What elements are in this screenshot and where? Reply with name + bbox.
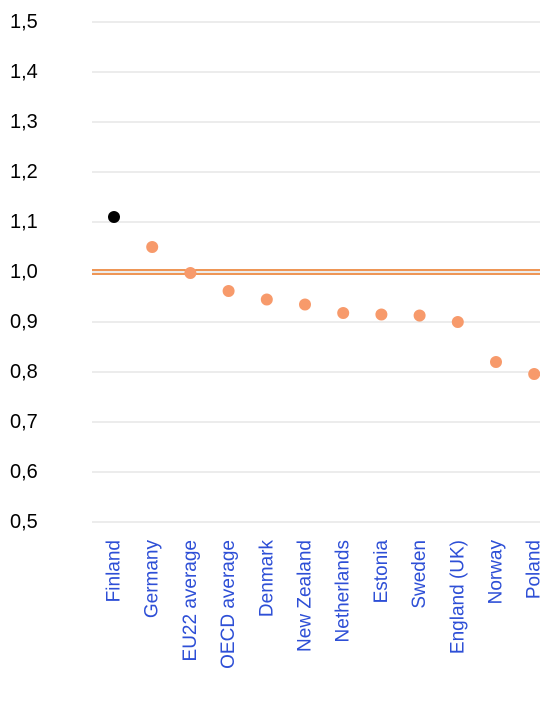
gridlines (92, 22, 540, 522)
y-tick-label: 0,5 (10, 511, 38, 533)
data-points (108, 211, 540, 380)
x-category-label: England (UK) (447, 540, 468, 654)
x-category-label: Norway (486, 540, 507, 605)
data-point (375, 309, 387, 321)
x-category-label: EU22 average (180, 540, 201, 661)
data-point (528, 368, 540, 380)
data-point (146, 241, 158, 253)
data-point (490, 356, 502, 368)
y-tick-label: 1,0 (10, 261, 38, 283)
x-category-label: Finland (104, 540, 125, 602)
data-point (261, 294, 273, 306)
x-category-label: Germany (142, 540, 163, 619)
data-point (414, 310, 426, 322)
y-tick-label: 1,3 (10, 111, 38, 133)
y-tick-label: 1,1 (10, 211, 38, 233)
x-axis-category-labels: Finland Germany EU22 average OECD average De… (104, 540, 540, 669)
data-point (452, 316, 464, 328)
y-axis-tick-labels: 0,5 0,6 0,7 0,8 0,9 1,0 1,1 1,2 1,3 1,4 1,5 (10, 11, 38, 533)
data-point (299, 299, 311, 311)
x-category-label: New Zealand (295, 540, 316, 652)
y-tick-label: 0,9 (10, 311, 38, 333)
x-category-label: Netherlands (333, 540, 354, 642)
data-point (337, 307, 349, 319)
y-tick-label: 1,4 (10, 61, 38, 83)
x-category-label: Poland (524, 540, 540, 599)
data-point (223, 285, 235, 297)
y-tick-label: 0,7 (10, 411, 38, 433)
y-tick-label: 0,6 (10, 461, 38, 483)
x-category-label: Estonia (371, 540, 392, 604)
x-category-label: Sweden (409, 540, 430, 609)
y-tick-label: 1,2 (10, 161, 38, 183)
data-point (184, 267, 196, 279)
x-category-label: OECD average (218, 540, 239, 669)
x-category-label: Denmark (256, 540, 277, 618)
data-point-highlighted (108, 211, 120, 223)
y-tick-label: 1,5 (10, 11, 38, 33)
y-tick-label: 0,8 (10, 361, 38, 383)
